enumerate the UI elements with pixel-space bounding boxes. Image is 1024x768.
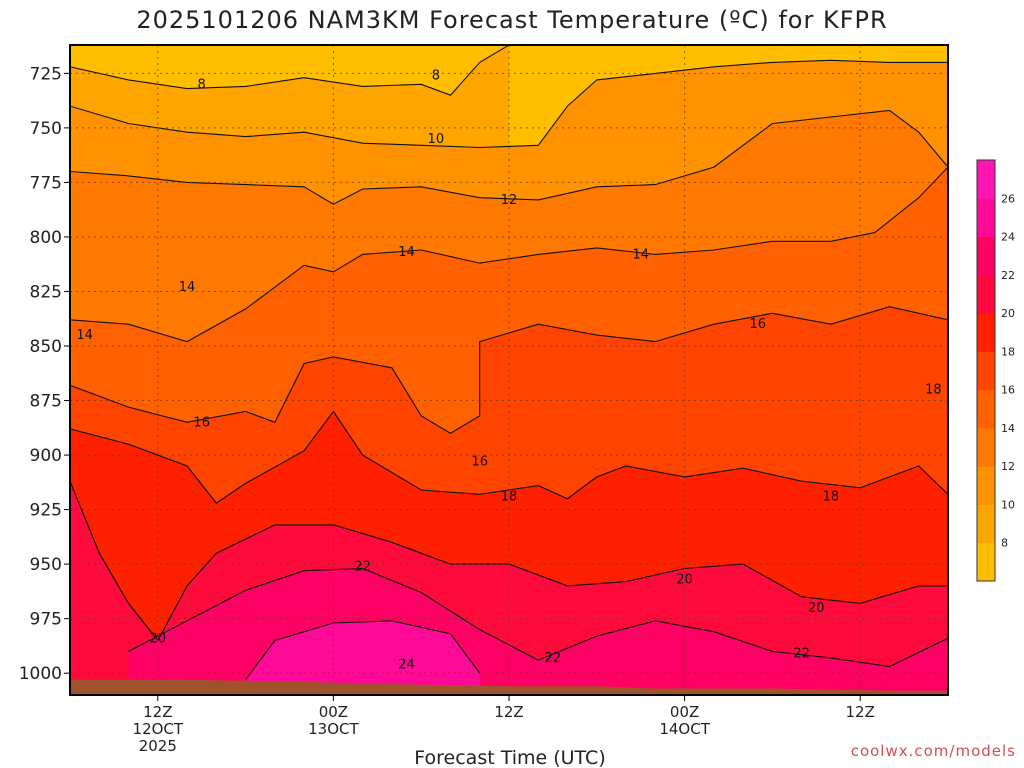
contour-label-24: 24 — [398, 657, 415, 672]
contour-line-24 — [245, 620, 481, 681]
y-tick-label: 1000 — [19, 664, 62, 684]
colorbar-swatch — [977, 466, 995, 505]
contour-labels: 8 8 10 12 14 14 14 14 16 16 16 18 18 18 20 20 20 22 22 22 24 — [76, 69, 941, 673]
contour-label-18: 18 — [501, 490, 518, 505]
colorbar-swatch — [977, 198, 995, 238]
y-axis: 725 750 775 800 825 850 875 900 925 950 975 1000 — [19, 64, 70, 684]
x-tick-label: 12OCT — [133, 720, 184, 738]
x-tick-label: 2025 — [139, 737, 177, 755]
ground-mask — [70, 679, 948, 695]
x-tick-label: 14OCT — [659, 720, 710, 738]
contour-label-22: 22 — [545, 651, 562, 666]
contour-line-14 — [70, 166, 948, 343]
colorbar-swatch — [977, 427, 995, 467]
x-tick-label: 12Z — [494, 703, 523, 721]
colorbar-swatch — [977, 236, 995, 276]
y-tick-label: 750 — [30, 119, 62, 139]
colorbar-tick-label: 12 — [1001, 460, 1015, 473]
contour-label-16: 16 — [749, 317, 766, 332]
contour-line-22 — [128, 567, 948, 668]
contour-label-14: 14 — [632, 247, 649, 262]
contour-label-14: 14 — [76, 328, 93, 343]
colorbar-swatch — [977, 504, 995, 544]
x-tick-label: 12Z — [143, 703, 172, 721]
contour-label-8: 8 — [432, 69, 440, 84]
colorbar-swatch — [977, 313, 995, 352]
colorbar-frame — [976, 159, 996, 582]
y-tick-label: 800 — [30, 228, 62, 248]
contour-line-10 — [70, 59, 948, 149]
contour-label-20: 20 — [676, 572, 693, 587]
colorbar-tick-label: 16 — [1001, 384, 1015, 397]
contour-label-22: 22 — [354, 559, 371, 574]
colorbar-tick-label: 20 — [1001, 307, 1015, 320]
x-tick-label: 00Z — [670, 703, 699, 721]
chart-title: 2025101206 NAM3KM Forecast Temperature (… — [136, 6, 887, 34]
x-tick-label: 13OCT — [308, 720, 359, 738]
x-axis-label: Forecast Time (UTC) — [414, 747, 605, 768]
x-tick-label: 12Z — [846, 703, 875, 721]
colorbar-tick-label: 18 — [1001, 345, 1015, 358]
y-tick-label: 775 — [30, 173, 62, 193]
band-fill-24 — [245, 620, 480, 695]
contour-label-20: 20 — [150, 631, 167, 646]
y-tick-label: 875 — [30, 392, 62, 412]
colorbar-tick-label: 24 — [1001, 231, 1015, 244]
filled-bands — [70, 45, 948, 695]
y-tick-label: 850 — [30, 337, 62, 357]
colorbar-tick-label: 8 — [1001, 537, 1008, 550]
contour-label-12: 12 — [501, 193, 518, 208]
y-tick-label: 925 — [30, 501, 62, 521]
contour-line-12 — [70, 109, 948, 205]
contour-label-14: 14 — [398, 245, 415, 260]
contour-label-16: 16 — [193, 415, 210, 430]
y-tick-label: 825 — [30, 282, 62, 302]
contour-label-14: 14 — [179, 280, 196, 295]
contour-line-16 — [70, 306, 948, 434]
contour-label-16: 16 — [471, 455, 488, 470]
y-tick-label: 900 — [30, 446, 62, 466]
contour-label-8: 8 — [198, 77, 206, 92]
y-tick-label: 975 — [30, 610, 62, 630]
x-tick-label: 00Z — [319, 703, 348, 721]
colorbar-swatch — [977, 274, 995, 314]
contour-label-10: 10 — [428, 132, 445, 147]
contour-label-20: 20 — [808, 601, 825, 616]
y-tick-label: 950 — [30, 555, 62, 575]
colorbar-swatch — [977, 351, 995, 391]
y-tick-label: 725 — [30, 64, 62, 84]
plot-area: 8 8 10 12 14 14 14 14 16 16 16 18 18 18 20 20 20 22 22 22 24 — [69, 44, 949, 696]
contour-label-18: 18 — [823, 490, 840, 505]
grid-lines — [70, 45, 948, 695]
colorbar-swatch — [977, 542, 995, 582]
colorbar-swatch — [977, 389, 995, 429]
colorbar-tick-label: 26 — [1001, 192, 1015, 205]
colorbar-tick-label: 14 — [1001, 422, 1015, 435]
colorbar-tick-label: 22 — [1001, 269, 1015, 282]
colorbar-swatch — [977, 160, 995, 199]
credit-link[interactable]: coolwx.com/models — [851, 742, 1016, 760]
contour-label-18: 18 — [925, 383, 942, 398]
colorbar: 8 10 12 14 16 18 20 22 24 26 — [976, 159, 1015, 582]
colorbar-tick-label: 10 — [1001, 498, 1015, 511]
contour-label-22: 22 — [793, 647, 810, 662]
